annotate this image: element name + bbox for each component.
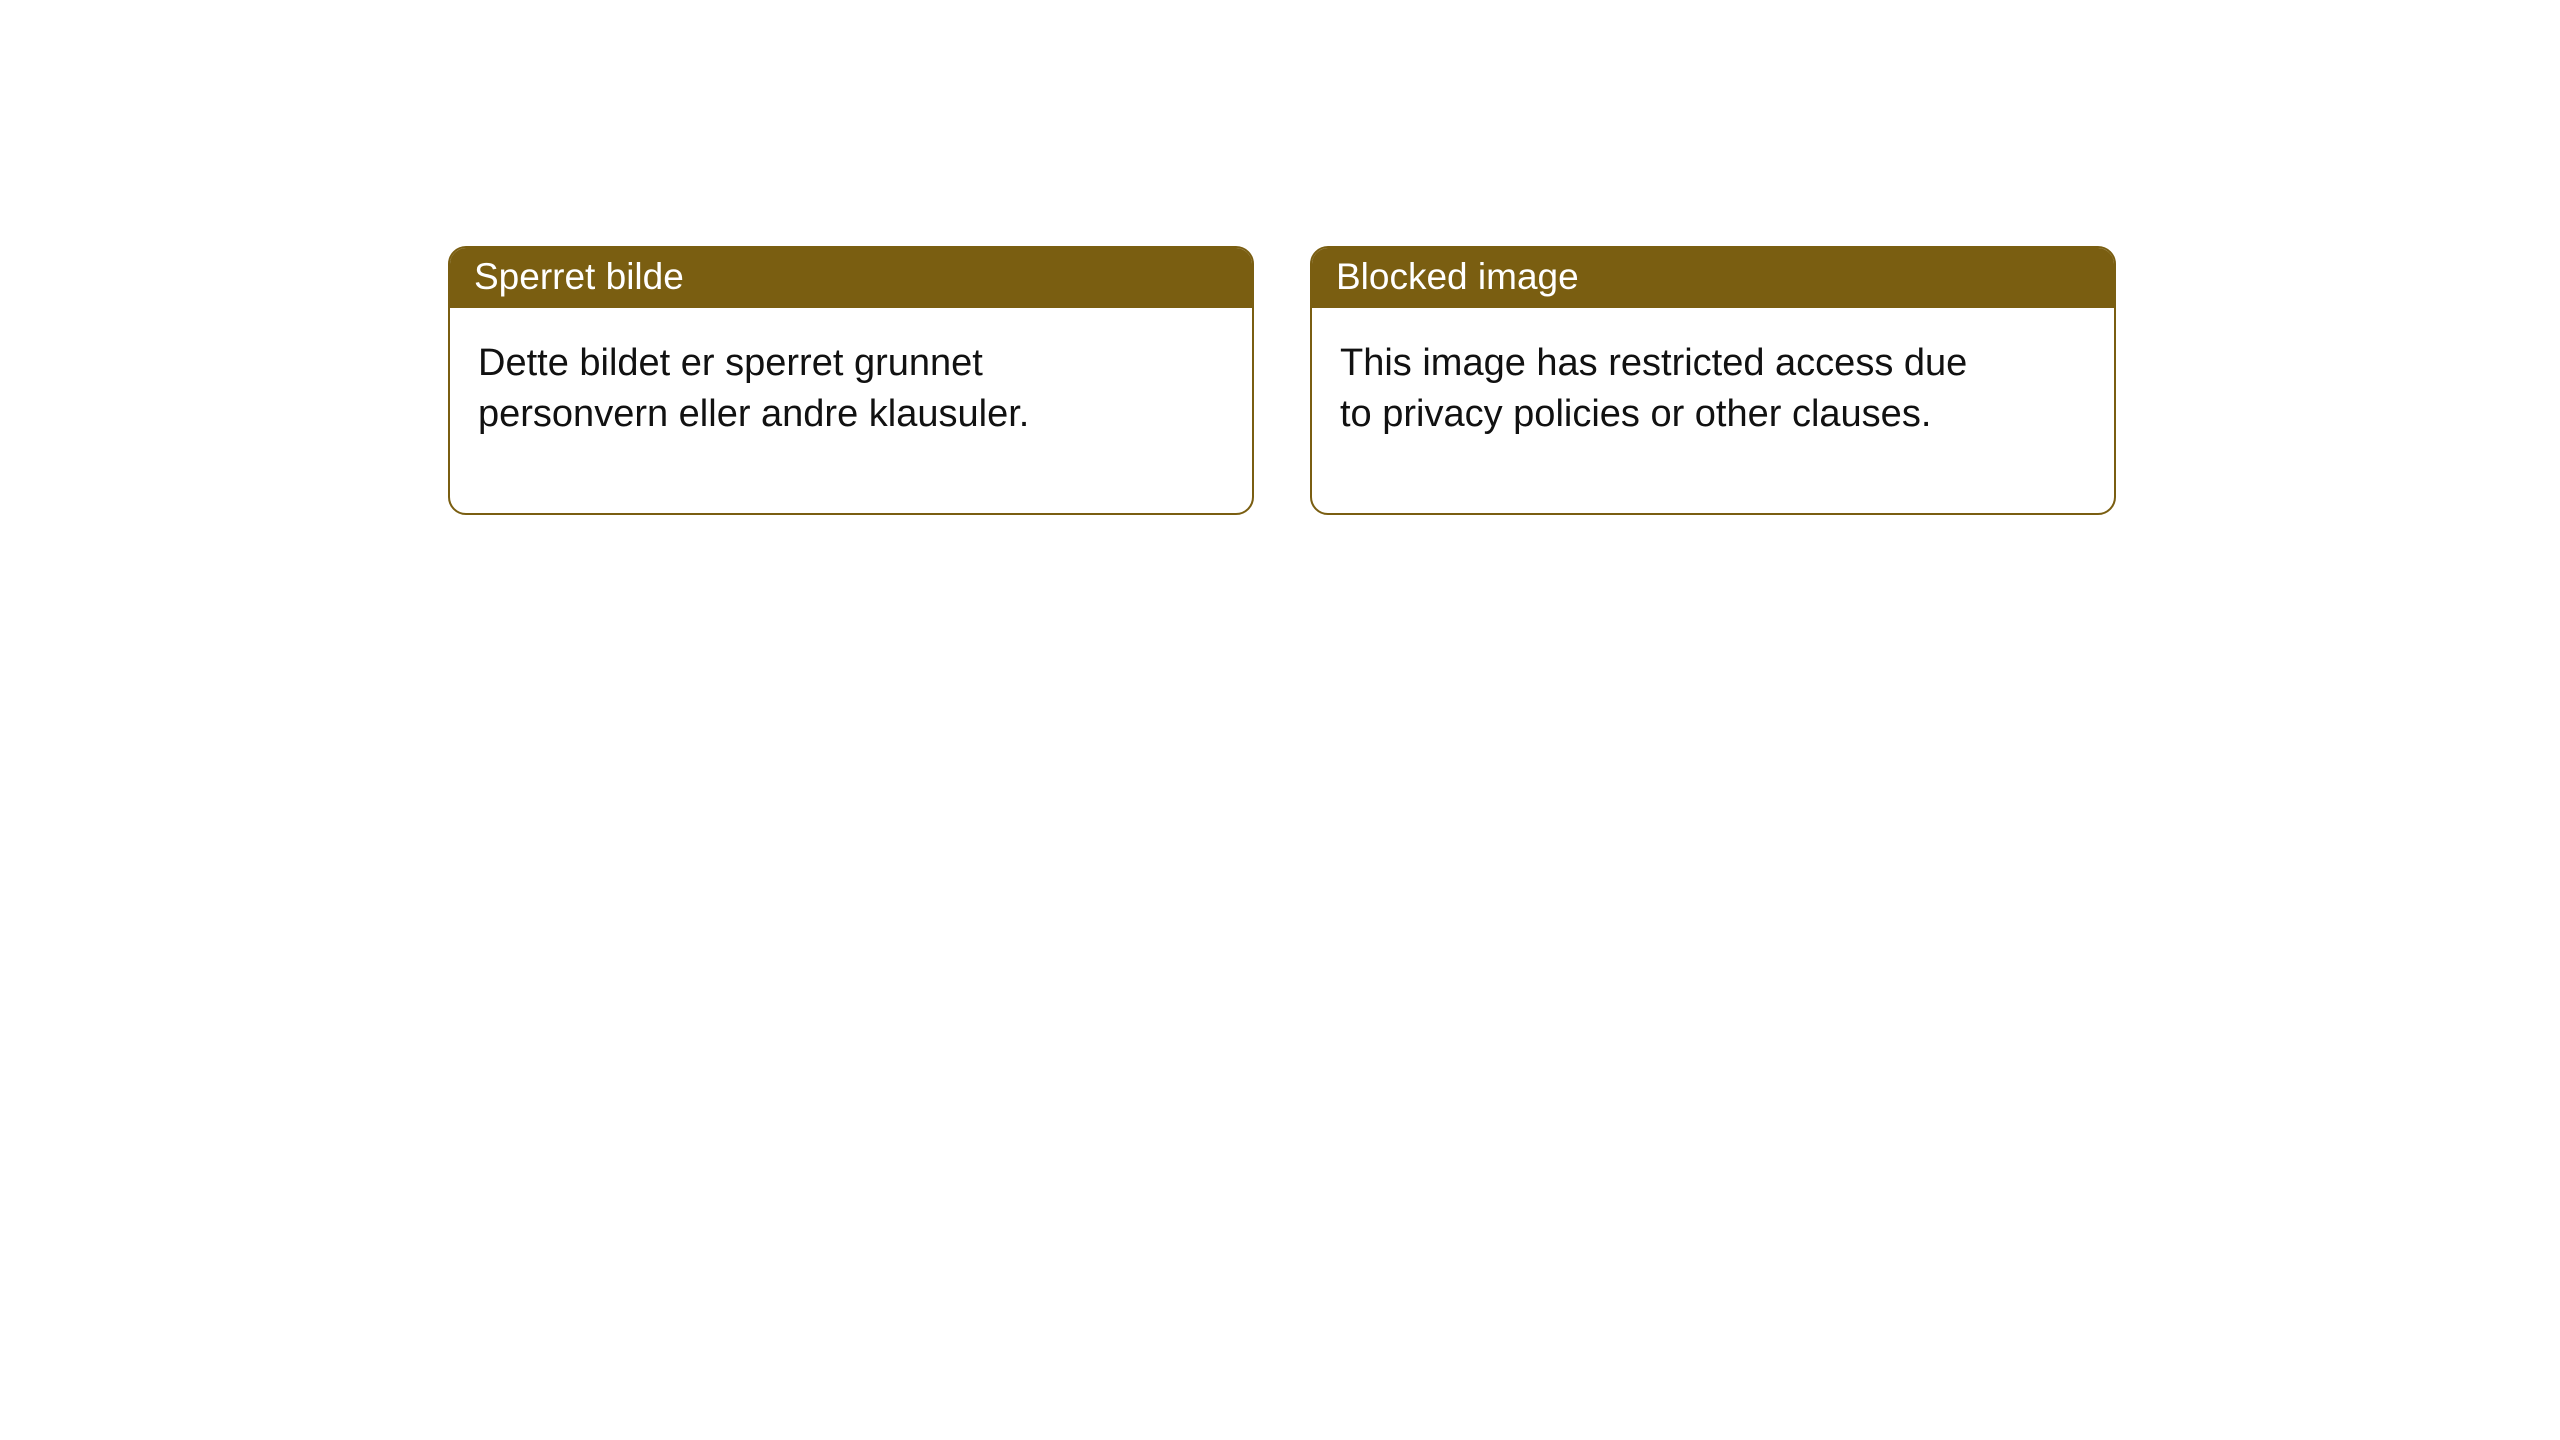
notice-body: This image has restricted access due to … [1312, 308, 2032, 513]
notice-body: Dette bildet er sperret grunnet personve… [450, 308, 1170, 513]
notice-text: This image has restricted access due to … [1340, 342, 1967, 435]
notice-title: Blocked image [1336, 256, 1579, 297]
notice-text: Dette bildet er sperret grunnet personve… [478, 342, 1029, 435]
notice-card-english: Blocked image This image has restricted … [1310, 246, 2116, 515]
notice-header: Sperret bilde [450, 248, 1252, 308]
notice-title: Sperret bilde [474, 256, 684, 297]
notice-header: Blocked image [1312, 248, 2114, 308]
notice-container: Sperret bilde Dette bildet er sperret gr… [0, 0, 2560, 515]
notice-card-norwegian: Sperret bilde Dette bildet er sperret gr… [448, 246, 1254, 515]
